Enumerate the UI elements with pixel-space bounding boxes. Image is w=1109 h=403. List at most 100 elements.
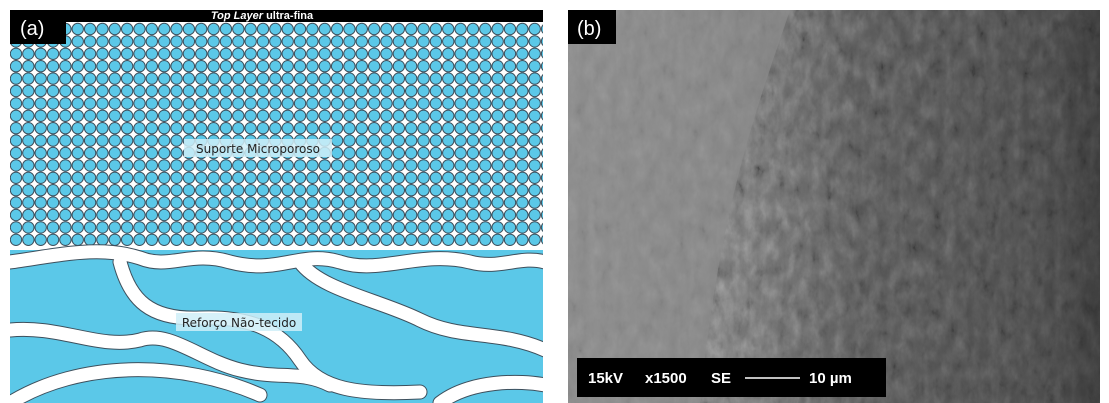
pore	[134, 23, 145, 34]
pore	[492, 147, 503, 158]
pore	[381, 23, 392, 34]
pore	[233, 73, 244, 84]
pore	[381, 123, 392, 134]
pore	[467, 172, 478, 183]
pore	[159, 172, 170, 183]
pore	[294, 23, 305, 34]
pore	[492, 48, 503, 59]
pore	[146, 147, 157, 158]
pore	[97, 234, 108, 245]
pore	[541, 123, 552, 134]
pore	[541, 209, 552, 220]
pore	[406, 36, 417, 47]
pore	[480, 98, 491, 109]
pore	[517, 209, 528, 220]
pore	[480, 185, 491, 196]
pore	[121, 147, 132, 158]
pore	[294, 98, 305, 109]
pore	[257, 73, 268, 84]
pore	[443, 60, 454, 71]
pore	[47, 147, 58, 158]
pore	[418, 222, 429, 233]
pore	[121, 222, 132, 233]
pore	[393, 234, 404, 245]
pore	[368, 110, 379, 121]
pore	[504, 209, 515, 220]
pore	[455, 123, 466, 134]
pore	[368, 36, 379, 47]
panel-b: (b) 15kV x1500 SE 10 µm	[568, 10, 1100, 403]
pore	[331, 222, 342, 233]
top-layer-text: ultra-fina	[266, 10, 314, 22]
pore	[72, 98, 83, 109]
pore	[443, 197, 454, 208]
pore	[294, 73, 305, 84]
figure: Top Layer ultra-fina (a) Suporte Micropo…	[0, 0, 1109, 403]
pore	[233, 197, 244, 208]
pore	[159, 234, 170, 245]
pore	[220, 36, 231, 47]
pore	[97, 172, 108, 183]
pore	[72, 209, 83, 220]
pore	[60, 234, 71, 245]
pore	[406, 85, 417, 96]
pore	[84, 110, 95, 121]
pore	[418, 147, 429, 158]
pore	[109, 98, 120, 109]
pore	[60, 147, 71, 158]
pore	[10, 60, 21, 71]
pore	[208, 222, 219, 233]
pore	[492, 110, 503, 121]
pore	[331, 197, 342, 208]
pore	[492, 185, 503, 196]
pore	[319, 48, 330, 59]
pore	[84, 147, 95, 158]
pore	[121, 73, 132, 84]
pore	[307, 234, 318, 245]
pore	[381, 48, 392, 59]
pore	[196, 123, 207, 134]
pore	[430, 222, 441, 233]
pore	[196, 36, 207, 47]
pore	[455, 185, 466, 196]
pore	[344, 36, 355, 47]
pore	[233, 36, 244, 47]
pore	[418, 185, 429, 196]
scale-length: 10 µm	[809, 370, 852, 387]
pore	[406, 48, 417, 59]
pore	[134, 222, 145, 233]
pore	[517, 60, 528, 71]
pore	[23, 234, 34, 245]
pore	[35, 73, 46, 84]
pore	[109, 48, 120, 59]
pore	[307, 160, 318, 171]
pore	[393, 73, 404, 84]
pore	[60, 73, 71, 84]
pore	[159, 160, 170, 171]
pore	[517, 48, 528, 59]
pore	[344, 85, 355, 96]
pore	[418, 60, 429, 71]
pore	[356, 98, 367, 109]
pore	[233, 160, 244, 171]
pore	[10, 110, 21, 121]
pore	[270, 23, 281, 34]
pore	[134, 85, 145, 96]
pore	[159, 123, 170, 134]
pore	[233, 110, 244, 121]
pore	[294, 234, 305, 245]
pore	[529, 172, 540, 183]
pore	[109, 23, 120, 34]
pore	[504, 110, 515, 121]
pore	[257, 36, 268, 47]
pore	[245, 209, 256, 220]
pore	[84, 23, 95, 34]
pore	[23, 160, 34, 171]
pore	[368, 135, 379, 146]
pore	[529, 36, 540, 47]
pore	[121, 110, 132, 121]
pore	[319, 185, 330, 196]
pore	[134, 36, 145, 47]
pore	[109, 135, 120, 146]
pore	[196, 85, 207, 96]
